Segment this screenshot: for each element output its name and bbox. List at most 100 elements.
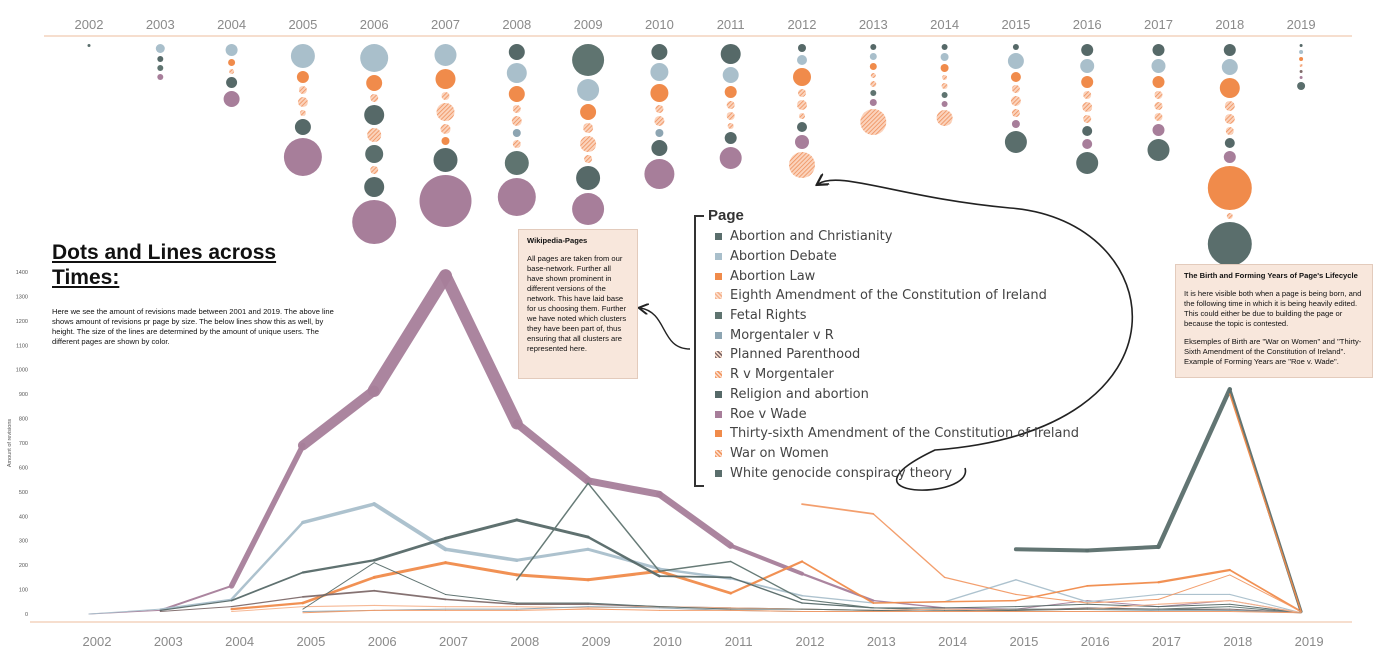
series-segment	[372, 561, 447, 579]
series-segment	[516, 608, 589, 611]
revision-dot	[720, 44, 741, 64]
revision-dot	[1299, 76, 1303, 79]
series-segment	[373, 604, 447, 608]
bottom-year-label: 2006	[368, 634, 397, 649]
top-year-label: 2019	[1287, 17, 1316, 32]
series-segment	[88, 608, 161, 615]
top-year-label: 2006	[360, 17, 389, 32]
revision-dot	[726, 112, 735, 120]
revision-dot	[352, 200, 397, 244]
legend-item[interactable]: R v Morgentaler	[700, 365, 1100, 385]
legend-item[interactable]: White genocide conspiracy theory	[700, 463, 1100, 483]
series-line	[302, 562, 1302, 614]
revision-dot	[1207, 222, 1252, 266]
revision-dot	[283, 138, 322, 176]
series-segment	[302, 604, 375, 608]
revision-lines	[88, 269, 1303, 615]
series-segment	[1085, 544, 1161, 553]
revision-dot	[860, 109, 887, 135]
legend-item[interactable]: Roe v Wade	[700, 404, 1100, 424]
revision-dot	[504, 151, 529, 175]
legend-label: War on Women	[730, 445, 829, 461]
revision-dot	[512, 140, 521, 148]
revision-dot	[719, 147, 742, 169]
series-segment	[658, 560, 732, 572]
series-segment	[373, 589, 447, 601]
series-line	[1229, 393, 1302, 613]
legend-swatch	[715, 292, 722, 300]
legend-item[interactable]: Planned Parenthood	[700, 345, 1100, 365]
revision-dot	[294, 119, 311, 135]
legend-item[interactable]: Thirty-sixth Amendment of the Constituti…	[700, 424, 1100, 444]
legend-item[interactable]: Eighth Amendment of the Constitution of …	[700, 286, 1100, 306]
revision-dot	[1083, 91, 1092, 99]
revision-dot	[1224, 101, 1235, 111]
revision-dot	[940, 64, 949, 72]
revision-dot	[650, 63, 669, 81]
bottom-year-label: 2018	[1223, 634, 1252, 649]
revision-dot	[511, 116, 522, 126]
legend-item[interactable]: Religion and abortion	[700, 385, 1100, 405]
y-tick-label: 100	[19, 588, 28, 594]
series-segment	[1015, 603, 1088, 608]
revision-dot	[1147, 139, 1170, 161]
series-segment	[1229, 593, 1302, 614]
series-segment	[1229, 574, 1302, 613]
top-year-label: 2003	[146, 17, 175, 32]
series-segment	[587, 482, 661, 572]
revision-dot	[87, 44, 91, 47]
title-block: Dots and Lines across Times:	[52, 240, 312, 290]
revision-dot	[155, 44, 165, 53]
series-line	[801, 503, 1302, 613]
revision-dot	[506, 63, 527, 83]
revision-dot	[1225, 127, 1234, 135]
top-year-label: 2016	[1073, 17, 1102, 32]
top-year-label: 2008	[502, 17, 531, 32]
revision-dot	[364, 177, 385, 197]
legend-swatch	[715, 410, 722, 418]
revision-dot	[1152, 44, 1165, 56]
top-year-label: 2005	[288, 17, 317, 32]
series-segment	[801, 598, 874, 609]
revision-dot	[441, 92, 450, 100]
series-segment	[656, 491, 734, 549]
series-segment	[228, 442, 306, 589]
top-year-label: 2018	[1215, 17, 1244, 32]
series-line	[88, 269, 1302, 615]
legend-item[interactable]: Abortion and Christianity	[700, 227, 1100, 247]
revision-dot	[1299, 57, 1304, 61]
series-segment	[872, 601, 946, 604]
legend-item[interactable]: Abortion Debate	[700, 247, 1100, 267]
top-year-label: 2014	[930, 17, 959, 32]
revision-dot	[297, 97, 308, 107]
note-title: The Birth and Forming Years of Page's Li…	[1184, 271, 1358, 280]
revision-dot	[940, 53, 949, 61]
series-segment	[301, 559, 376, 574]
revision-dot	[1011, 120, 1020, 128]
series-segment	[1229, 599, 1302, 614]
revision-dot	[1154, 113, 1163, 121]
series-segment	[586, 547, 661, 571]
series-line	[159, 518, 1302, 614]
revision-dot	[870, 81, 877, 87]
legend-item[interactable]: War on Women	[700, 444, 1100, 464]
revision-dot	[1299, 64, 1303, 67]
series-segment	[230, 596, 304, 608]
series-segment	[1015, 579, 1088, 603]
revision-dot	[577, 79, 600, 101]
legend: Page Abortion and Christianity Abortion D…	[694, 207, 1100, 487]
series-segment	[728, 543, 804, 576]
legend-item[interactable]: Fetal Rights	[700, 306, 1100, 326]
bottom-year-label: 2005	[296, 634, 325, 649]
bottom-year-axis: 2002 2003 2004 2005 2006 2007 2008 2009 2010 2011…	[30, 621, 1352, 649]
legend-swatch	[715, 430, 722, 438]
legend-swatch	[715, 331, 722, 339]
revision-dot	[655, 105, 664, 113]
revision-dot	[364, 105, 385, 125]
revision-dot	[296, 71, 309, 83]
revision-dot	[1011, 109, 1020, 117]
legend-item[interactable]: Morgentaler v R	[700, 325, 1100, 345]
legend-item[interactable]: Abortion Law	[700, 266, 1100, 286]
series-segment	[230, 521, 305, 601]
